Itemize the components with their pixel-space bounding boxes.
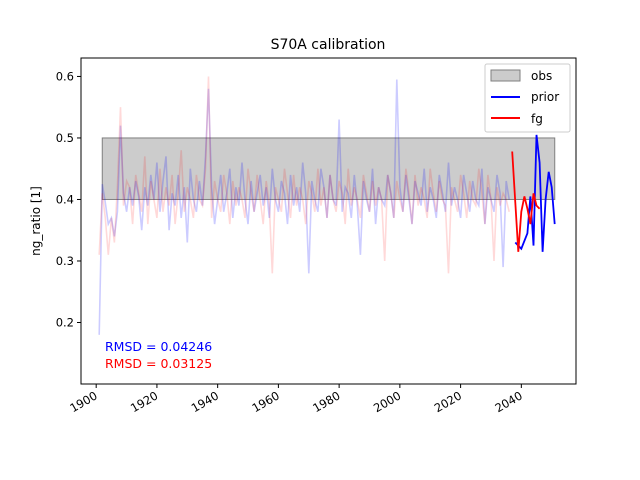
x-tick-label-1980: 1980: [310, 388, 342, 415]
chart-title: S70A calibration: [271, 37, 386, 53]
y-tick-label-0.2: 0.2: [56, 315, 74, 329]
series-lines: [511, 134, 556, 252]
rmsd-fg-annotation: RMSD = 0.03125: [105, 356, 212, 371]
y-tick-label-0.4: 0.4: [56, 192, 74, 206]
x-tick-label-1940: 1940: [189, 388, 221, 415]
series-line-prior: [514, 134, 556, 252]
x-tick-label-1900: 1900: [67, 388, 99, 415]
x-tick-label-2040: 2040: [492, 388, 524, 415]
legend-label-obs: obs: [531, 69, 552, 83]
y-tick-label-0.6: 0.6: [56, 69, 74, 83]
legend-label-prior: prior: [531, 90, 559, 104]
x-tick-label-2020: 2020: [432, 388, 464, 415]
x-tick-label-1960: 1960: [250, 388, 282, 415]
obs-band: [101, 137, 556, 200]
faded-run-line-0: [98, 79, 510, 335]
x-tick-label-1920: 1920: [128, 388, 160, 415]
x-tick-label-2000: 2000: [371, 388, 403, 415]
plot-area: [80, 57, 577, 385]
legend-swatch-obs: [490, 69, 521, 82]
axes-frame: [80, 57, 577, 385]
rmsd-prior-annotation: RMSD = 0.04246: [105, 339, 212, 354]
y-axis: 0.2 0.3 0.4 0.5 0.6: [56, 69, 81, 329]
legend-label-fg: fg: [531, 112, 543, 126]
legend: obs prior fg: [484, 63, 571, 133]
series-line-fg: [511, 151, 541, 252]
faded-run-line-1: [98, 76, 510, 274]
y-axis-label: ng_ratio [1]: [29, 186, 43, 256]
y-tick-label-0.3: 0.3: [56, 254, 74, 268]
y-tick-label-0.5: 0.5: [56, 131, 74, 145]
faded-runs: [98, 76, 510, 335]
x-axis: 1900 1920 1940 1960 1980 2000 2020 2040: [67, 384, 525, 415]
